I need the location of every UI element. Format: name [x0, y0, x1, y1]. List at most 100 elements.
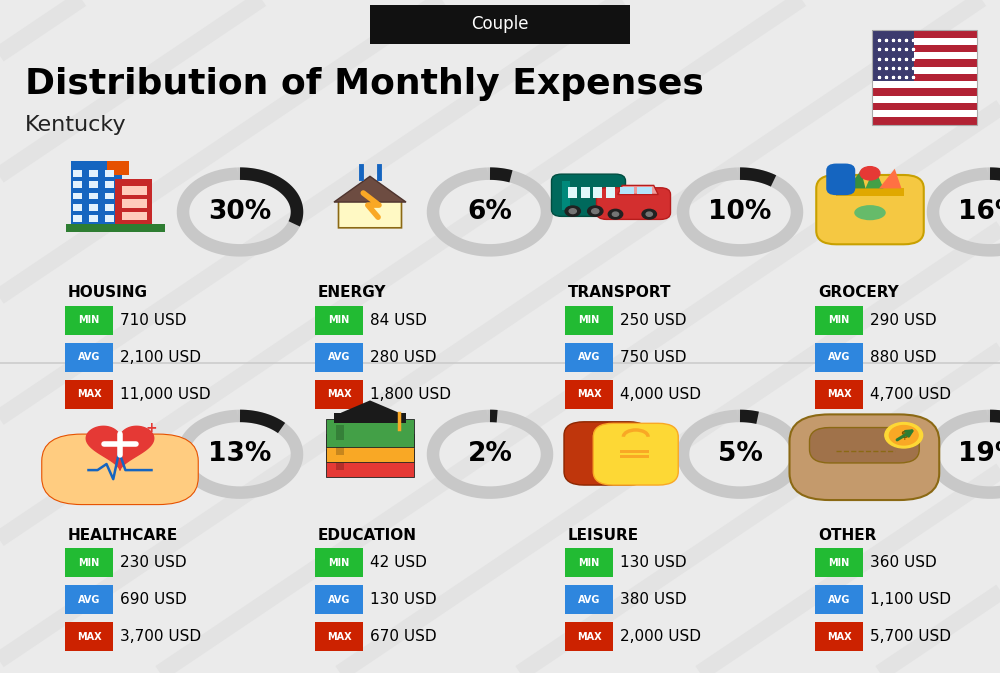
FancyBboxPatch shape — [565, 380, 613, 409]
FancyBboxPatch shape — [105, 192, 114, 199]
FancyBboxPatch shape — [315, 380, 363, 409]
FancyBboxPatch shape — [565, 548, 613, 577]
Polygon shape — [341, 400, 399, 421]
Text: MIN: MIN — [828, 316, 850, 325]
Text: AVG: AVG — [328, 595, 350, 604]
Polygon shape — [334, 176, 406, 202]
Text: AVG: AVG — [78, 353, 100, 362]
FancyBboxPatch shape — [606, 187, 615, 198]
Circle shape — [608, 209, 623, 219]
Polygon shape — [618, 185, 658, 194]
FancyBboxPatch shape — [93, 224, 98, 229]
FancyBboxPatch shape — [105, 170, 114, 177]
FancyBboxPatch shape — [315, 548, 363, 577]
Text: HEALTHCARE: HEALTHCARE — [68, 528, 178, 542]
FancyBboxPatch shape — [872, 67, 977, 74]
FancyBboxPatch shape — [89, 204, 98, 211]
FancyBboxPatch shape — [105, 182, 114, 188]
Text: AVG: AVG — [828, 595, 850, 604]
Text: MAX: MAX — [327, 390, 351, 399]
FancyBboxPatch shape — [73, 170, 82, 177]
FancyBboxPatch shape — [89, 215, 98, 221]
FancyBboxPatch shape — [620, 187, 634, 194]
FancyBboxPatch shape — [872, 74, 977, 81]
FancyBboxPatch shape — [65, 548, 113, 577]
Polygon shape — [338, 182, 401, 227]
Text: 2%: 2% — [468, 441, 512, 467]
FancyBboxPatch shape — [122, 186, 147, 194]
Text: AVG: AVG — [578, 595, 600, 604]
FancyBboxPatch shape — [89, 192, 98, 199]
FancyBboxPatch shape — [315, 343, 363, 372]
FancyBboxPatch shape — [637, 187, 652, 194]
FancyBboxPatch shape — [334, 413, 406, 423]
Text: AVG: AVG — [328, 353, 350, 362]
Text: 11,000 USD: 11,000 USD — [120, 387, 211, 402]
Text: $: $ — [900, 430, 908, 440]
Text: MAX: MAX — [827, 632, 851, 641]
FancyBboxPatch shape — [815, 585, 863, 614]
FancyBboxPatch shape — [73, 215, 82, 221]
Text: 19%: 19% — [958, 441, 1000, 467]
Text: 10%: 10% — [708, 199, 772, 225]
FancyBboxPatch shape — [65, 585, 113, 614]
FancyBboxPatch shape — [73, 192, 82, 199]
FancyBboxPatch shape — [115, 179, 152, 225]
Circle shape — [860, 167, 880, 180]
Text: 1,100 USD: 1,100 USD — [870, 592, 951, 607]
Circle shape — [592, 209, 599, 213]
FancyBboxPatch shape — [552, 174, 626, 217]
Circle shape — [612, 212, 619, 216]
Text: 6%: 6% — [468, 199, 512, 225]
Text: 670 USD: 670 USD — [370, 629, 437, 644]
Text: Couple: Couple — [471, 15, 529, 33]
Text: 380 USD: 380 USD — [620, 592, 687, 607]
FancyBboxPatch shape — [593, 423, 678, 485]
FancyBboxPatch shape — [872, 52, 977, 59]
FancyBboxPatch shape — [872, 30, 977, 38]
Polygon shape — [879, 169, 902, 188]
FancyBboxPatch shape — [815, 343, 863, 372]
Text: 42 USD: 42 USD — [370, 555, 427, 570]
FancyBboxPatch shape — [620, 455, 649, 458]
FancyBboxPatch shape — [106, 162, 129, 175]
Text: 16%: 16% — [958, 199, 1000, 225]
FancyBboxPatch shape — [65, 380, 113, 409]
FancyBboxPatch shape — [77, 224, 83, 229]
Text: 360 USD: 360 USD — [870, 555, 937, 570]
Text: 3,700 USD: 3,700 USD — [120, 629, 201, 644]
Text: MAX: MAX — [77, 390, 101, 399]
FancyBboxPatch shape — [826, 164, 855, 195]
FancyBboxPatch shape — [65, 343, 113, 372]
FancyBboxPatch shape — [836, 188, 904, 196]
Text: HOUSING: HOUSING — [68, 285, 148, 300]
Circle shape — [885, 423, 923, 448]
FancyBboxPatch shape — [89, 182, 98, 188]
Text: 130 USD: 130 USD — [370, 592, 437, 607]
FancyBboxPatch shape — [89, 170, 98, 177]
Text: MAX: MAX — [77, 632, 101, 641]
Text: 2,000 USD: 2,000 USD — [620, 629, 701, 644]
Text: OTHER: OTHER — [818, 528, 876, 542]
Text: GROCERY: GROCERY — [818, 285, 899, 300]
FancyBboxPatch shape — [336, 425, 344, 440]
Text: 4,000 USD: 4,000 USD — [620, 387, 701, 402]
Text: 5,700 USD: 5,700 USD — [870, 629, 951, 644]
Circle shape — [565, 206, 580, 216]
FancyBboxPatch shape — [872, 38, 977, 45]
FancyBboxPatch shape — [872, 88, 977, 96]
FancyBboxPatch shape — [815, 622, 863, 651]
FancyBboxPatch shape — [872, 110, 977, 117]
Text: 130 USD: 130 USD — [620, 555, 687, 570]
Text: EDUCATION: EDUCATION — [318, 528, 417, 542]
Circle shape — [889, 425, 918, 445]
FancyBboxPatch shape — [565, 343, 613, 372]
Text: AVG: AVG — [78, 595, 100, 604]
Circle shape — [588, 206, 603, 216]
FancyBboxPatch shape — [65, 306, 113, 335]
Text: 5%: 5% — [718, 441, 762, 467]
FancyBboxPatch shape — [620, 450, 649, 452]
FancyBboxPatch shape — [815, 306, 863, 335]
Circle shape — [642, 209, 656, 219]
FancyBboxPatch shape — [872, 81, 977, 88]
